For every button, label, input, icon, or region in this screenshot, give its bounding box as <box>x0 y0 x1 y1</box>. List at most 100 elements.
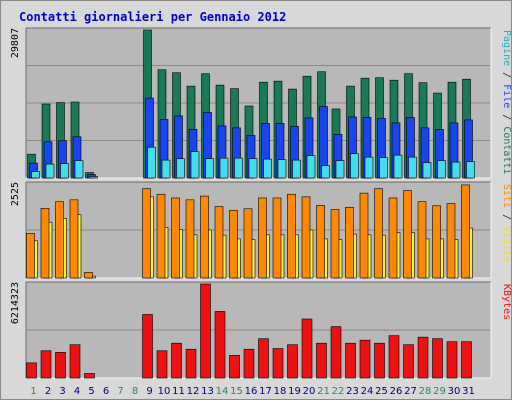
bar-pagine-day-24 <box>364 156 374 179</box>
bar-siti-day-14 <box>214 206 224 279</box>
day-label-30: 30 <box>448 386 461 397</box>
bar-siti-day-1 <box>26 233 35 279</box>
bar-pagine-day-27 <box>408 156 417 179</box>
day-label-12: 12 <box>187 386 200 397</box>
bar-kbytes-day-5 <box>84 373 95 379</box>
day-label-18: 18 <box>274 386 287 397</box>
series-label-part: File <box>501 84 511 108</box>
bar-siti-day-29 <box>432 205 441 279</box>
bar-pagine-day-25 <box>379 157 388 179</box>
bar-pagine-day-18 <box>277 159 287 179</box>
bar-pagine-day-1 <box>31 171 40 179</box>
bar-pagine-day-9 <box>147 146 156 179</box>
bar-kbytes-day-13 <box>200 283 211 379</box>
bar-kbytes-day-16 <box>243 348 255 379</box>
bar-pagine-day-11 <box>176 158 185 179</box>
bar-siti-day-18 <box>272 197 282 279</box>
bar-pagine-day-23 <box>350 153 359 179</box>
day-label-27: 27 <box>404 386 417 397</box>
series-label-part: / <box>501 208 511 226</box>
bar-siti-day-15 <box>229 209 238 279</box>
day-label-9: 9 <box>146 386 152 397</box>
bar-kbytes-day-30 <box>446 341 458 379</box>
bar-pagine-day-22 <box>335 160 345 179</box>
day-label-3: 3 <box>59 386 65 397</box>
day-label-11: 11 <box>172 386 185 397</box>
bar-pagine-day-15 <box>234 157 243 179</box>
bar-siti-day-13 <box>200 195 209 279</box>
day-label-24: 24 <box>361 386 374 397</box>
bar-siti-day-4 <box>69 199 79 279</box>
bar-kbytes-day-1 <box>26 362 37 379</box>
day-label-1: 1 <box>30 386 36 397</box>
bar-siti-day-25 <box>374 188 383 279</box>
bar-kbytes-day-12 <box>185 348 197 379</box>
bar-kbytes-day-11 <box>171 342 182 379</box>
series-label-part: Visite <box>501 226 511 262</box>
bar-kbytes-day-14 <box>214 311 226 379</box>
bar-pagine-day-4 <box>74 160 84 179</box>
day-label-23: 23 <box>346 386 359 397</box>
bar-kbytes-day-3 <box>55 351 66 379</box>
bar-pagine-day-10 <box>161 159 171 179</box>
bar-pagine-day-12 <box>190 151 200 179</box>
day-label-6: 6 <box>103 386 109 397</box>
chart-title: Contatti giornalieri per Gennaio 2012 <box>19 10 286 24</box>
bar-pagine-day-5 <box>89 176 98 179</box>
panel-bottom-series-label: KBytes <box>501 284 511 320</box>
bar-siti-day-24 <box>359 192 369 279</box>
bar-siti-day-27 <box>403 190 412 279</box>
bar-kbytes-day-27 <box>403 344 414 379</box>
day-label-14: 14 <box>216 386 229 397</box>
bar-kbytes-day-21 <box>316 342 327 379</box>
day-label-8: 8 <box>132 386 138 397</box>
panel-middle-series-label: Siti / Visite <box>501 184 511 262</box>
bar-siti-day-19 <box>287 193 296 279</box>
bar-pagine-day-21 <box>321 165 330 179</box>
bar-kbytes-day-22 <box>330 326 342 379</box>
bar-kbytes-day-31 <box>461 341 472 379</box>
bar-siti-day-3 <box>55 201 64 279</box>
day-label-7: 7 <box>117 386 123 397</box>
bar-siti-day-21 <box>316 205 325 279</box>
series-label-part: KBytes <box>501 284 511 320</box>
bar-kbytes-day-17 <box>258 338 269 379</box>
day-label-19: 19 <box>288 386 301 397</box>
bar-kbytes-day-28 <box>417 336 429 379</box>
bar-kbytes-day-4 <box>69 344 81 379</box>
panel-bottom-ymax-label: 6214323 <box>10 282 21 324</box>
day-label-13: 13 <box>201 386 214 397</box>
panel-top-ymax-label: 29807 <box>10 28 21 58</box>
day-label-2: 2 <box>45 386 51 397</box>
bar-kbytes-day-9 <box>142 314 153 379</box>
bar-kbytes-day-10 <box>156 350 168 379</box>
series-label-part: Pagine <box>501 30 511 66</box>
bar-siti-day-28 <box>417 201 427 279</box>
bar-pagine-day-30 <box>451 161 461 179</box>
bar-pagine-day-26 <box>393 154 403 179</box>
series-label-part: Siti <box>501 184 511 208</box>
bar-siti-day-16 <box>243 208 253 279</box>
day-label-16: 16 <box>245 386 258 397</box>
bar-kbytes-day-15 <box>229 355 240 379</box>
bar-pagine-day-19 <box>292 159 301 179</box>
bar-siti-day-31 <box>461 184 470 279</box>
bar-siti-day-12 <box>185 199 195 279</box>
day-label-17: 17 <box>259 386 272 397</box>
day-label-21: 21 <box>317 386 330 397</box>
day-label-26: 26 <box>390 386 403 397</box>
bar-pagine-day-14 <box>219 157 229 179</box>
bar-pagine-day-17 <box>263 158 272 179</box>
day-label-22: 22 <box>332 386 345 397</box>
day-label-25: 25 <box>375 386 388 397</box>
bar-pagine-day-20 <box>306 155 316 179</box>
bar-siti-day-5 <box>84 272 93 279</box>
bar-pagine-day-13 <box>205 158 214 179</box>
bar-pagine-day-29 <box>437 160 446 179</box>
bar-kbytes-day-19 <box>287 344 298 379</box>
bar-siti-day-30 <box>446 203 456 279</box>
bar-kbytes-day-2 <box>40 350 52 379</box>
bar-pagine-day-31 <box>466 161 475 179</box>
bar-pagine-day-3 <box>60 163 69 179</box>
